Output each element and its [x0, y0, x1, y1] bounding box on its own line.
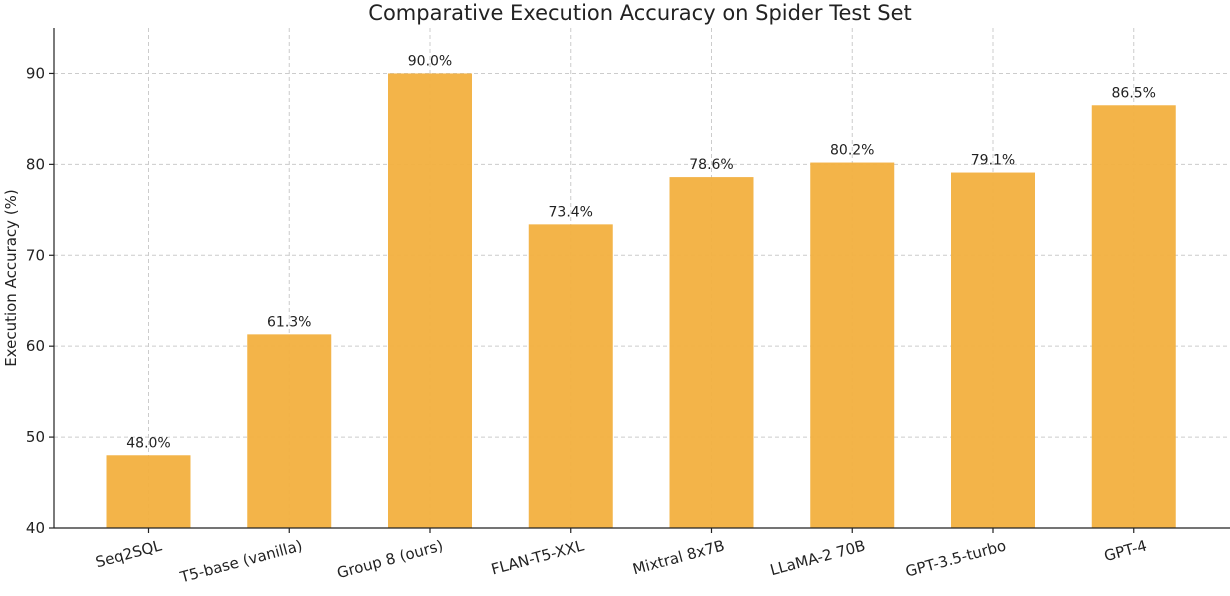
grid-layer — [54, 28, 1230, 528]
y-tick-label: 40 — [26, 519, 45, 537]
y-tick-label: 60 — [26, 337, 45, 355]
data-label: 86.5% — [1112, 85, 1156, 101]
x-tick-label: GPT-4 — [1102, 536, 1149, 565]
x-tick-label: FLAN-T5-XXL — [489, 536, 586, 578]
bar — [1091, 105, 1176, 528]
axis-layer — [49, 28, 1230, 533]
x-tick-label: LLaMA-2 70B — [768, 536, 867, 579]
x-tick-label: GPT-3.5-turbo — [904, 536, 1009, 580]
data-label: 90.0% — [408, 53, 452, 69]
data-label: 73.4% — [549, 204, 593, 220]
bars-layer — [106, 73, 1176, 529]
x-tick-label: Seq2SQL — [94, 536, 164, 571]
bar — [388, 73, 472, 529]
x-tick-label: Mixtral 8x7B — [631, 536, 727, 578]
bar — [669, 177, 754, 528]
bar — [247, 334, 332, 528]
bar — [528, 224, 613, 528]
data-label: 61.3% — [267, 314, 311, 330]
y-tick-label: 80 — [26, 155, 45, 173]
bar — [106, 455, 191, 528]
chart-title: Comparative Execution Accuracy on Spider… — [368, 1, 911, 25]
y-tick-label: 90 — [26, 64, 45, 82]
y-tick-label: 50 — [26, 428, 45, 446]
data-label: 48.0% — [126, 435, 170, 451]
y-axis-label: Execution Accuracy (%) — [2, 189, 20, 367]
x-tick-label: T5-base (vanilla) — [177, 536, 304, 586]
y-tick-label: 70 — [26, 246, 45, 264]
data-label: 78.6% — [689, 157, 733, 173]
bar — [951, 172, 1035, 528]
data-label: 80.2% — [830, 143, 874, 159]
x-tick-label: Group 8 (ours) — [335, 536, 445, 582]
bar — [810, 162, 895, 528]
data-label: 79.1% — [971, 153, 1015, 169]
